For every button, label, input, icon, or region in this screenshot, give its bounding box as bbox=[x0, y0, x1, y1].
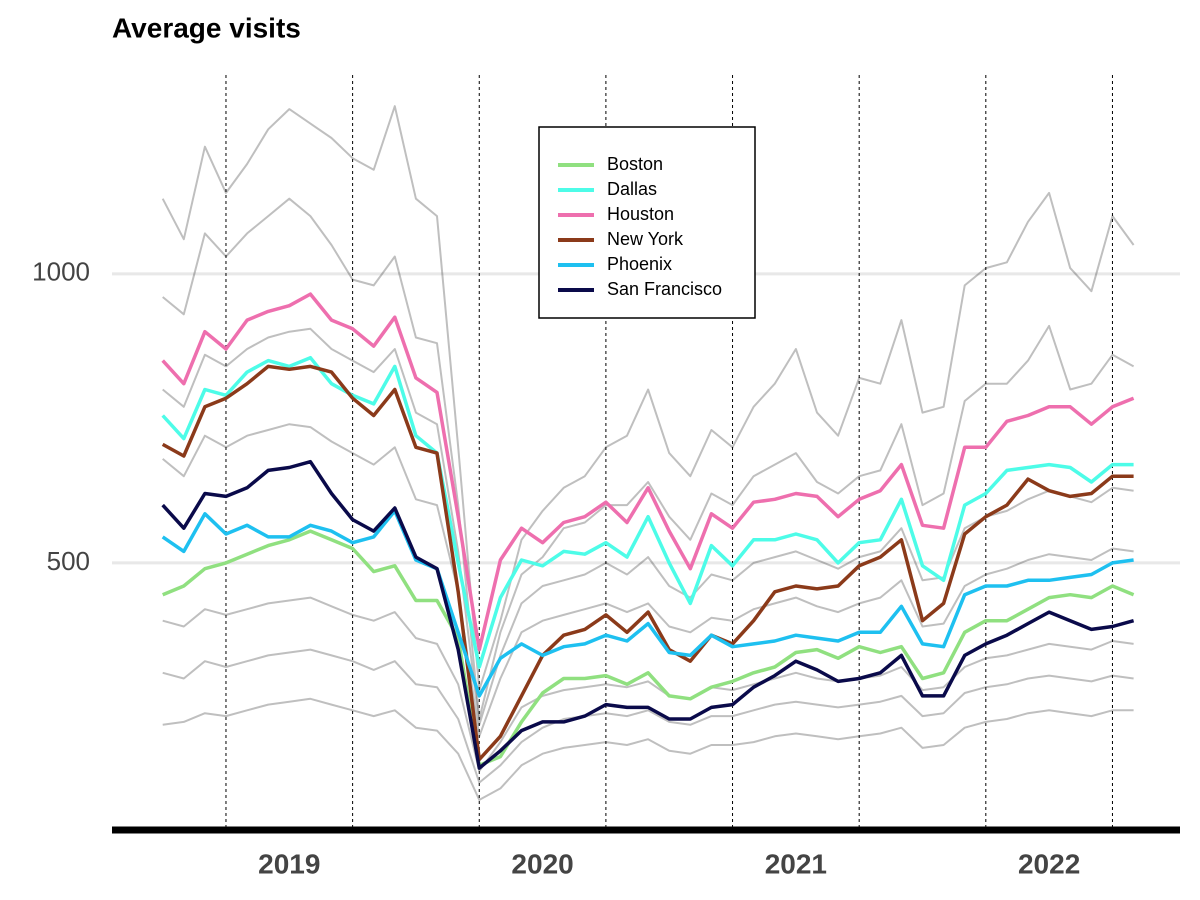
legend-label: Boston bbox=[607, 154, 663, 174]
y-tick-label: 500 bbox=[47, 546, 90, 576]
series-line bbox=[162, 327, 1134, 726]
y-tick-label: 1000 bbox=[32, 257, 90, 287]
axes: 500 1000 2019 2020 2021 2022 bbox=[32, 257, 1180, 879]
legend-label: New York bbox=[607, 229, 684, 249]
legend-box bbox=[538, 126, 756, 319]
chart-title: Average visits bbox=[112, 12, 301, 43]
series-line bbox=[161, 459, 1135, 770]
legend: Boston Dallas Houston New York Phoenix San Fr… bbox=[538, 126, 756, 319]
series-line bbox=[162, 423, 1134, 738]
series-line bbox=[161, 364, 1134, 762]
x-tick-label: 2022 bbox=[1018, 848, 1080, 879]
series-line bbox=[161, 292, 1135, 652]
legend-label: San Francisco bbox=[607, 279, 722, 299]
series-line bbox=[162, 648, 1134, 784]
series-line bbox=[162, 529, 1135, 768]
x-tick-label: 2020 bbox=[511, 848, 573, 879]
highlighted-lines bbox=[161, 292, 1135, 770]
series-line bbox=[161, 509, 1134, 698]
legend-label: Phoenix bbox=[607, 254, 672, 274]
x-tick-label: 2021 bbox=[765, 848, 827, 879]
series-line bbox=[162, 596, 1134, 772]
x-tick-label: 2019 bbox=[258, 848, 320, 879]
series-line bbox=[161, 105, 1135, 692]
series-line bbox=[162, 197, 1135, 720]
background-lines bbox=[161, 105, 1135, 801]
legend-label: Houston bbox=[607, 204, 674, 224]
series-line bbox=[162, 697, 1134, 801]
legend-label: Dallas bbox=[607, 179, 657, 199]
series-line bbox=[161, 355, 1134, 669]
